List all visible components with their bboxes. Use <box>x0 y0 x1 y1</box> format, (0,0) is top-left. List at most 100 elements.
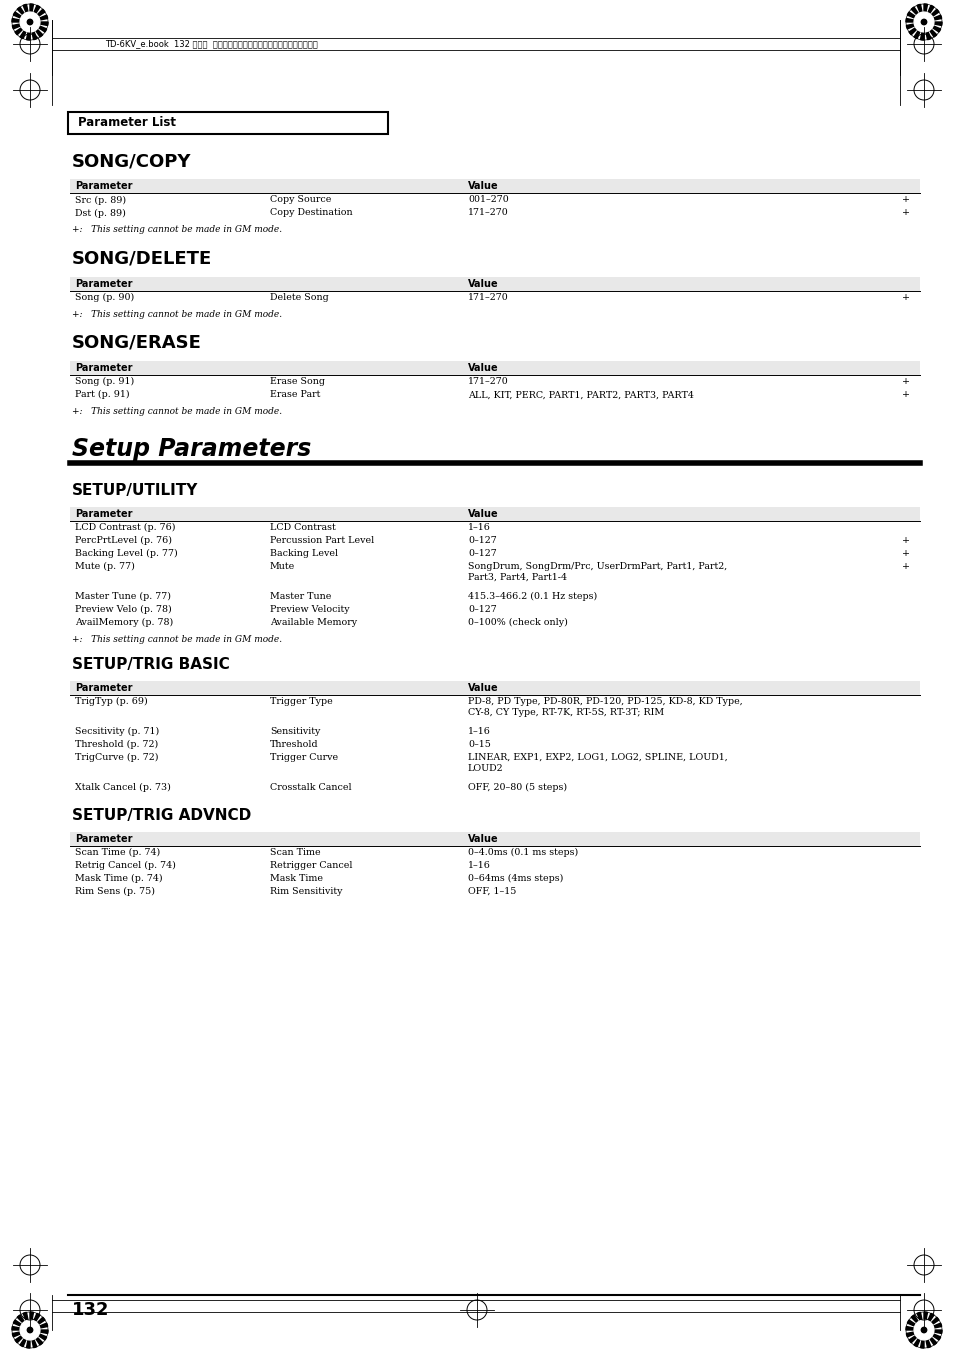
Polygon shape <box>910 7 923 22</box>
Text: +: + <box>901 208 909 218</box>
Text: LINEAR, EXP1, EXP2, LOG1, LOG2, SPLINE, LOUD1,: LINEAR, EXP1, EXP2, LOG1, LOG2, SPLINE, … <box>468 753 727 762</box>
Text: Preview Velo (p. 78): Preview Velo (p. 78) <box>75 605 172 615</box>
Polygon shape <box>905 1329 923 1337</box>
Polygon shape <box>30 1312 33 1329</box>
Polygon shape <box>923 15 941 22</box>
Polygon shape <box>913 22 923 39</box>
Text: Delete Song: Delete Song <box>270 293 329 301</box>
Polygon shape <box>13 12 30 22</box>
Polygon shape <box>30 15 48 22</box>
Polygon shape <box>905 22 923 28</box>
Polygon shape <box>923 22 930 39</box>
Polygon shape <box>920 22 923 41</box>
Polygon shape <box>906 1320 923 1329</box>
Text: AvailMemory (p. 78): AvailMemory (p. 78) <box>75 617 173 627</box>
Circle shape <box>921 1327 925 1332</box>
Text: +:   This setting cannot be made in GM mode.: +: This setting cannot be made in GM mod… <box>71 635 282 644</box>
Text: 0–64ms (4ms steps): 0–64ms (4ms steps) <box>468 874 563 882</box>
Text: LOUD2: LOUD2 <box>468 763 503 773</box>
Polygon shape <box>30 9 45 22</box>
Polygon shape <box>923 22 941 26</box>
Text: Mask Time (p. 74): Mask Time (p. 74) <box>75 874 162 882</box>
Text: Part3, Part4, Part1-4: Part3, Part4, Part1-4 <box>468 573 566 582</box>
Polygon shape <box>15 22 30 35</box>
Polygon shape <box>913 1329 923 1347</box>
Polygon shape <box>20 1329 30 1347</box>
Polygon shape <box>30 1313 40 1329</box>
Text: Value: Value <box>468 181 498 192</box>
Polygon shape <box>923 5 933 22</box>
Text: 0–127: 0–127 <box>468 549 497 558</box>
Text: Mute (p. 77): Mute (p. 77) <box>75 562 134 571</box>
Polygon shape <box>12 1327 30 1329</box>
Text: Rim Sensitivity: Rim Sensitivity <box>270 886 342 896</box>
Text: +:   This setting cannot be made in GM mode.: +: This setting cannot be made in GM mod… <box>71 407 282 416</box>
Text: Part (p. 91): Part (p. 91) <box>75 390 130 400</box>
Text: +: + <box>901 293 909 301</box>
Text: PercPrtLevel (p. 76): PercPrtLevel (p. 76) <box>75 536 172 544</box>
Polygon shape <box>27 22 30 41</box>
Text: ALL, KIT, PERC, PART1, PART2, PART3, PART4: ALL, KIT, PERC, PART1, PART2, PART3, PAR… <box>468 390 693 399</box>
Polygon shape <box>30 1329 48 1333</box>
Text: Erase Part: Erase Part <box>270 390 320 399</box>
Polygon shape <box>923 1323 941 1329</box>
Bar <box>70 681 919 694</box>
Text: Parameter List: Parameter List <box>78 116 175 130</box>
Polygon shape <box>12 1329 30 1337</box>
Text: 0–127: 0–127 <box>468 536 497 544</box>
Polygon shape <box>23 1312 30 1329</box>
Text: Preview Velocity: Preview Velocity <box>270 605 349 613</box>
Text: Scan Time: Scan Time <box>270 847 320 857</box>
Polygon shape <box>30 22 37 39</box>
Text: Copy Destination: Copy Destination <box>270 208 353 218</box>
Circle shape <box>28 19 32 24</box>
Text: SONG/COPY: SONG/COPY <box>71 153 192 170</box>
Bar <box>70 832 919 846</box>
Text: Setup Parameters: Setup Parameters <box>71 438 311 461</box>
Text: LCD Contrast: LCD Contrast <box>270 523 335 532</box>
Polygon shape <box>923 1313 933 1329</box>
Text: Value: Value <box>468 363 498 373</box>
Bar <box>68 112 388 134</box>
Text: +: + <box>901 549 909 558</box>
Text: Value: Value <box>468 834 498 843</box>
Text: Parameter: Parameter <box>75 682 132 693</box>
Text: Master Tune (p. 77): Master Tune (p. 77) <box>75 592 171 601</box>
Circle shape <box>28 1327 32 1332</box>
Text: 0–127: 0–127 <box>468 605 497 613</box>
Text: Parameter: Parameter <box>75 181 132 192</box>
Polygon shape <box>916 4 923 22</box>
Polygon shape <box>30 22 43 36</box>
Text: SETUP/UTILITY: SETUP/UTILITY <box>71 484 198 499</box>
Text: +: + <box>901 196 909 204</box>
Polygon shape <box>905 1327 923 1329</box>
Text: +:   This setting cannot be made in GM mode.: +: This setting cannot be made in GM mod… <box>71 226 282 235</box>
Polygon shape <box>923 1312 926 1329</box>
Text: 132: 132 <box>71 1301 110 1319</box>
Text: Trigger Type: Trigger Type <box>270 697 333 705</box>
Circle shape <box>20 1320 40 1340</box>
Text: OFF, 20–80 (5 steps): OFF, 20–80 (5 steps) <box>468 782 566 792</box>
Text: Song (p. 90): Song (p. 90) <box>75 293 134 301</box>
Text: SETUP/TRIG BASIC: SETUP/TRIG BASIC <box>71 657 230 671</box>
Text: LCD Contrast (p. 76): LCD Contrast (p. 76) <box>75 523 175 532</box>
Text: 171–270: 171–270 <box>468 208 508 218</box>
Polygon shape <box>17 1315 30 1329</box>
Text: Master Tune: Master Tune <box>270 592 331 601</box>
Text: 415.3–466.2 (0.1 Hz steps): 415.3–466.2 (0.1 Hz steps) <box>468 592 597 601</box>
Polygon shape <box>12 19 30 22</box>
Polygon shape <box>923 1329 940 1340</box>
Text: SongDrum, SongDrm/Prc, UserDrmPart, Part1, Part2,: SongDrum, SongDrm/Prc, UserDrmPart, Part… <box>468 562 726 571</box>
Polygon shape <box>30 1329 43 1346</box>
Polygon shape <box>923 1329 941 1333</box>
Text: 1–16: 1–16 <box>468 861 491 870</box>
Text: Percussion Part Level: Percussion Part Level <box>270 536 374 544</box>
Polygon shape <box>30 22 47 32</box>
Polygon shape <box>12 22 30 28</box>
Polygon shape <box>30 1323 48 1329</box>
Text: Retrigger Cancel: Retrigger Cancel <box>270 861 352 870</box>
Polygon shape <box>30 1329 37 1348</box>
Text: Available Memory: Available Memory <box>270 617 356 627</box>
Text: CY-8, CY Type, RT-7K, RT-5S, RT-3T; RIM: CY-8, CY Type, RT-7K, RT-5S, RT-3T; RIM <box>468 708 663 717</box>
Text: Mute: Mute <box>270 562 294 571</box>
